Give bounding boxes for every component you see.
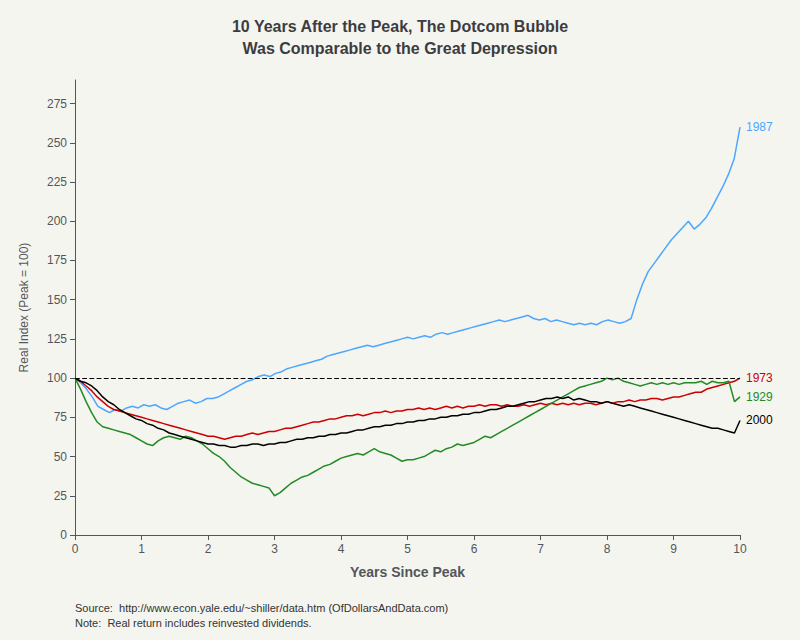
- svg-text:50: 50: [54, 450, 68, 464]
- svg-text:4: 4: [338, 542, 345, 556]
- svg-text:125: 125: [47, 332, 67, 346]
- svg-text:100: 100: [47, 371, 67, 385]
- svg-text:7: 7: [537, 542, 544, 556]
- svg-text:250: 250: [47, 136, 67, 150]
- svg-text:0: 0: [60, 528, 67, 542]
- svg-text:Source: http://www.econ.yale.: Source: http://www.econ.yale.edu/~shille…: [75, 602, 448, 614]
- svg-text:Was Comparable to the Great De: Was Comparable to the Great Depression: [242, 40, 557, 57]
- svg-text:200: 200: [47, 214, 67, 228]
- svg-text:6: 6: [471, 542, 478, 556]
- svg-text:9: 9: [670, 542, 677, 556]
- svg-text:2000: 2000: [746, 413, 773, 427]
- svg-text:1987: 1987: [746, 120, 773, 134]
- svg-text:10: 10: [733, 542, 747, 556]
- svg-text:225: 225: [47, 175, 67, 189]
- svg-text:8: 8: [604, 542, 611, 556]
- svg-text:2: 2: [205, 542, 212, 556]
- svg-text:175: 175: [47, 253, 67, 267]
- svg-text:Note: Real return includes re: Note: Real return includes reinvested di…: [75, 617, 312, 629]
- svg-text:Years Since Peak: Years Since Peak: [350, 564, 465, 580]
- svg-text:75: 75: [54, 410, 68, 424]
- svg-text:1973: 1973: [746, 371, 773, 385]
- svg-text:25: 25: [54, 489, 68, 503]
- svg-text:Real Index (Peak = 100): Real Index (Peak = 100): [17, 243, 31, 373]
- svg-text:1929: 1929: [746, 390, 773, 404]
- svg-text:275: 275: [47, 97, 67, 111]
- svg-text:0: 0: [72, 542, 79, 556]
- svg-text:1: 1: [138, 542, 145, 556]
- svg-text:150: 150: [47, 293, 67, 307]
- svg-text:3: 3: [271, 542, 278, 556]
- svg-text:5: 5: [404, 542, 411, 556]
- svg-text:10 Years After the Peak, The D: 10 Years After the Peak, The Dotcom Bubb…: [232, 18, 568, 35]
